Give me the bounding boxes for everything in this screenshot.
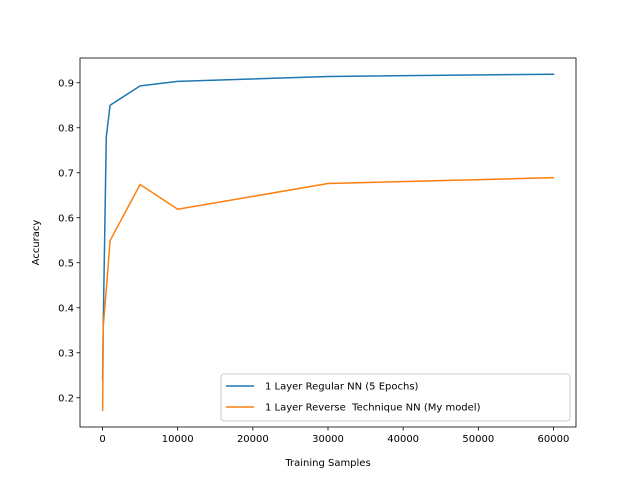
x-tick-label: 60000: [538, 434, 570, 445]
x-tick-label: 10000: [162, 434, 194, 445]
legend-box: [220, 373, 571, 422]
x-axis-label: Training Samples: [284, 458, 370, 469]
axes-background: [80, 58, 576, 427]
y-tick-label: 0.9: [58, 78, 74, 89]
y-tick-label: 0.3: [58, 348, 74, 359]
y-tick-label: 0.8: [58, 123, 74, 134]
y-axis-label: Accuracy: [31, 220, 42, 266]
x-tick-label: 0: [99, 434, 105, 445]
y-tick-label: 0.7: [58, 168, 74, 179]
series-line-2: [101, 176, 555, 412]
legend-label-1: 1 Layer Regular NN (5 Epochs): [265, 382, 419, 393]
y-tick-label: 0.6: [58, 213, 74, 224]
y-tick-label: 0.2: [58, 393, 74, 404]
x-tick-label: 40000: [387, 434, 419, 445]
legend: 1 Layer Regular NN (5 Epochs) 1 Layer Rev…: [220, 373, 571, 422]
series-line-1: [101, 73, 555, 381]
y-tick-label: 0.5: [58, 258, 74, 269]
x-tick-label: 20000: [237, 434, 269, 445]
x-tick-label: 30000: [312, 434, 344, 445]
ticks-layer: 0 10000 20000 30000 40000 50000 60000 0.2 0.3 0.4…: [58, 78, 569, 445]
y-tick-label: 0.4: [58, 303, 74, 314]
series-layer: [101, 73, 555, 412]
x-tick-label: 50000: [462, 434, 494, 445]
legend-label-2: 1 Layer Reverse Technique NN (My model): [265, 403, 481, 414]
plot-area: [80, 58, 576, 427]
